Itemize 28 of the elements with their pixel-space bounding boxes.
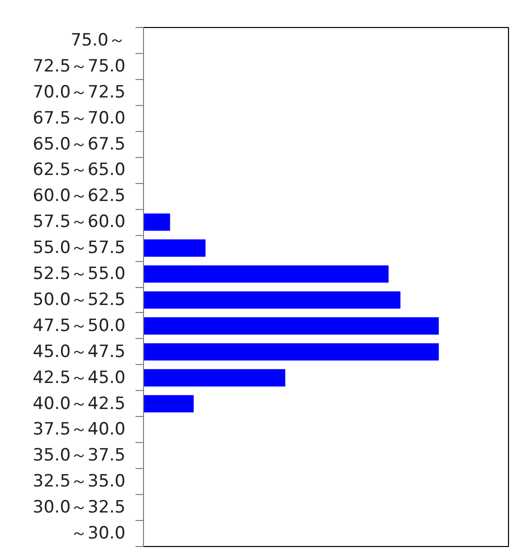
bar [144,317,439,335]
y-tick-label: 30.0～32.5 [32,498,126,518]
y-tick-label: 50.0～52.5 [32,290,126,310]
y-tick-label: 37.5～40.0 [32,420,126,440]
bar [144,369,286,386]
y-tick-label: 70.0～72.5 [32,82,126,102]
y-tick-label: 47.5～50.0 [32,316,126,336]
y-tick-label: 52.5～55.0 [32,264,126,284]
bar [144,265,389,283]
y-tick-label: 40.0～42.5 [32,394,126,414]
y-tick-label: 60.0～62.5 [32,186,126,206]
y-tick-label: 55.0～57.5 [32,238,126,258]
y-tick-label: 35.0～37.5 [32,446,126,466]
y-tick-label: 32.5～35.0 [32,472,126,492]
bar [144,343,439,361]
y-tick-label: 57.5～60.0 [32,212,126,232]
y-tick-label: 72.5～75.0 [32,56,126,76]
bar [144,291,400,309]
bar [144,239,206,257]
bar [144,395,194,412]
y-tick-label: 42.5～45.0 [32,368,126,388]
y-tick-label: ～30.0 [70,524,126,544]
y-tick-label: 62.5～65.0 [32,160,126,180]
y-tick-label: 45.0～47.5 [32,342,126,362]
y-tick-label: 75.0～ [70,30,126,50]
y-tick-label: 67.5～70.0 [32,108,126,128]
y-tick-label: 65.0～67.5 [32,134,126,154]
bar [144,213,170,231]
